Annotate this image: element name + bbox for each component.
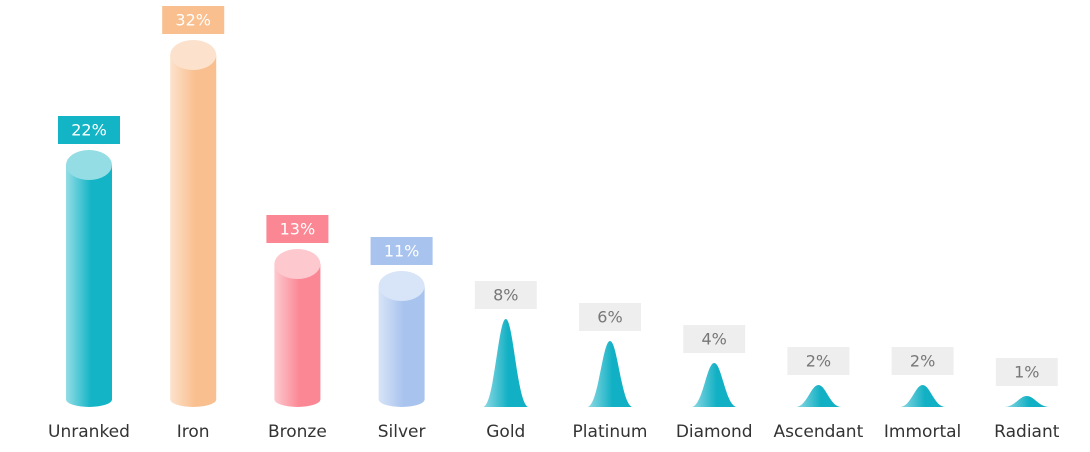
value-label-box xyxy=(370,237,433,265)
value-label: 1% xyxy=(1014,363,1039,382)
bar xyxy=(795,385,842,407)
value-label: 11% xyxy=(384,242,420,261)
bar-cap xyxy=(66,150,112,180)
value-label-box xyxy=(891,347,954,375)
value-label-box xyxy=(58,116,120,144)
bar xyxy=(378,286,425,408)
value-label: 13% xyxy=(280,220,316,239)
x-tick-label: Gold xyxy=(486,422,525,442)
bar xyxy=(587,341,633,407)
value-label-box xyxy=(995,358,1058,386)
x-tick-label: Bronze xyxy=(268,422,327,442)
value-label-box xyxy=(474,281,537,309)
value-label-box xyxy=(787,347,850,375)
bar-cap xyxy=(170,40,217,70)
value-label: 4% xyxy=(702,330,727,349)
bar xyxy=(170,55,217,407)
bar xyxy=(482,319,529,407)
x-tick-label: Radiant xyxy=(994,422,1060,442)
value-label: 8% xyxy=(493,286,518,305)
bar xyxy=(899,385,946,407)
value-label-box xyxy=(683,325,746,353)
value-label: 32% xyxy=(175,11,211,30)
value-label: 22% xyxy=(71,121,107,140)
x-tick-label: Silver xyxy=(378,422,426,442)
value-label-box xyxy=(266,215,329,243)
bar xyxy=(1003,396,1050,407)
bar-cap xyxy=(274,249,321,279)
bar xyxy=(274,264,321,408)
x-tick-label: Immortal xyxy=(884,422,961,442)
value-label-box xyxy=(162,6,225,34)
x-tick-label: Ascendant xyxy=(774,422,864,442)
x-tick-label: Iron xyxy=(177,422,210,442)
bar-cap xyxy=(378,271,425,301)
value-label: 6% xyxy=(597,308,622,327)
x-tick-label: Diamond xyxy=(676,422,753,442)
value-label-box xyxy=(579,303,641,331)
value-label: 2% xyxy=(806,352,831,371)
value-label: 2% xyxy=(910,352,935,371)
x-tick-label: Platinum xyxy=(573,422,648,442)
bar xyxy=(691,363,738,407)
x-tick-label: Unranked xyxy=(48,422,130,442)
bar xyxy=(66,165,112,408)
